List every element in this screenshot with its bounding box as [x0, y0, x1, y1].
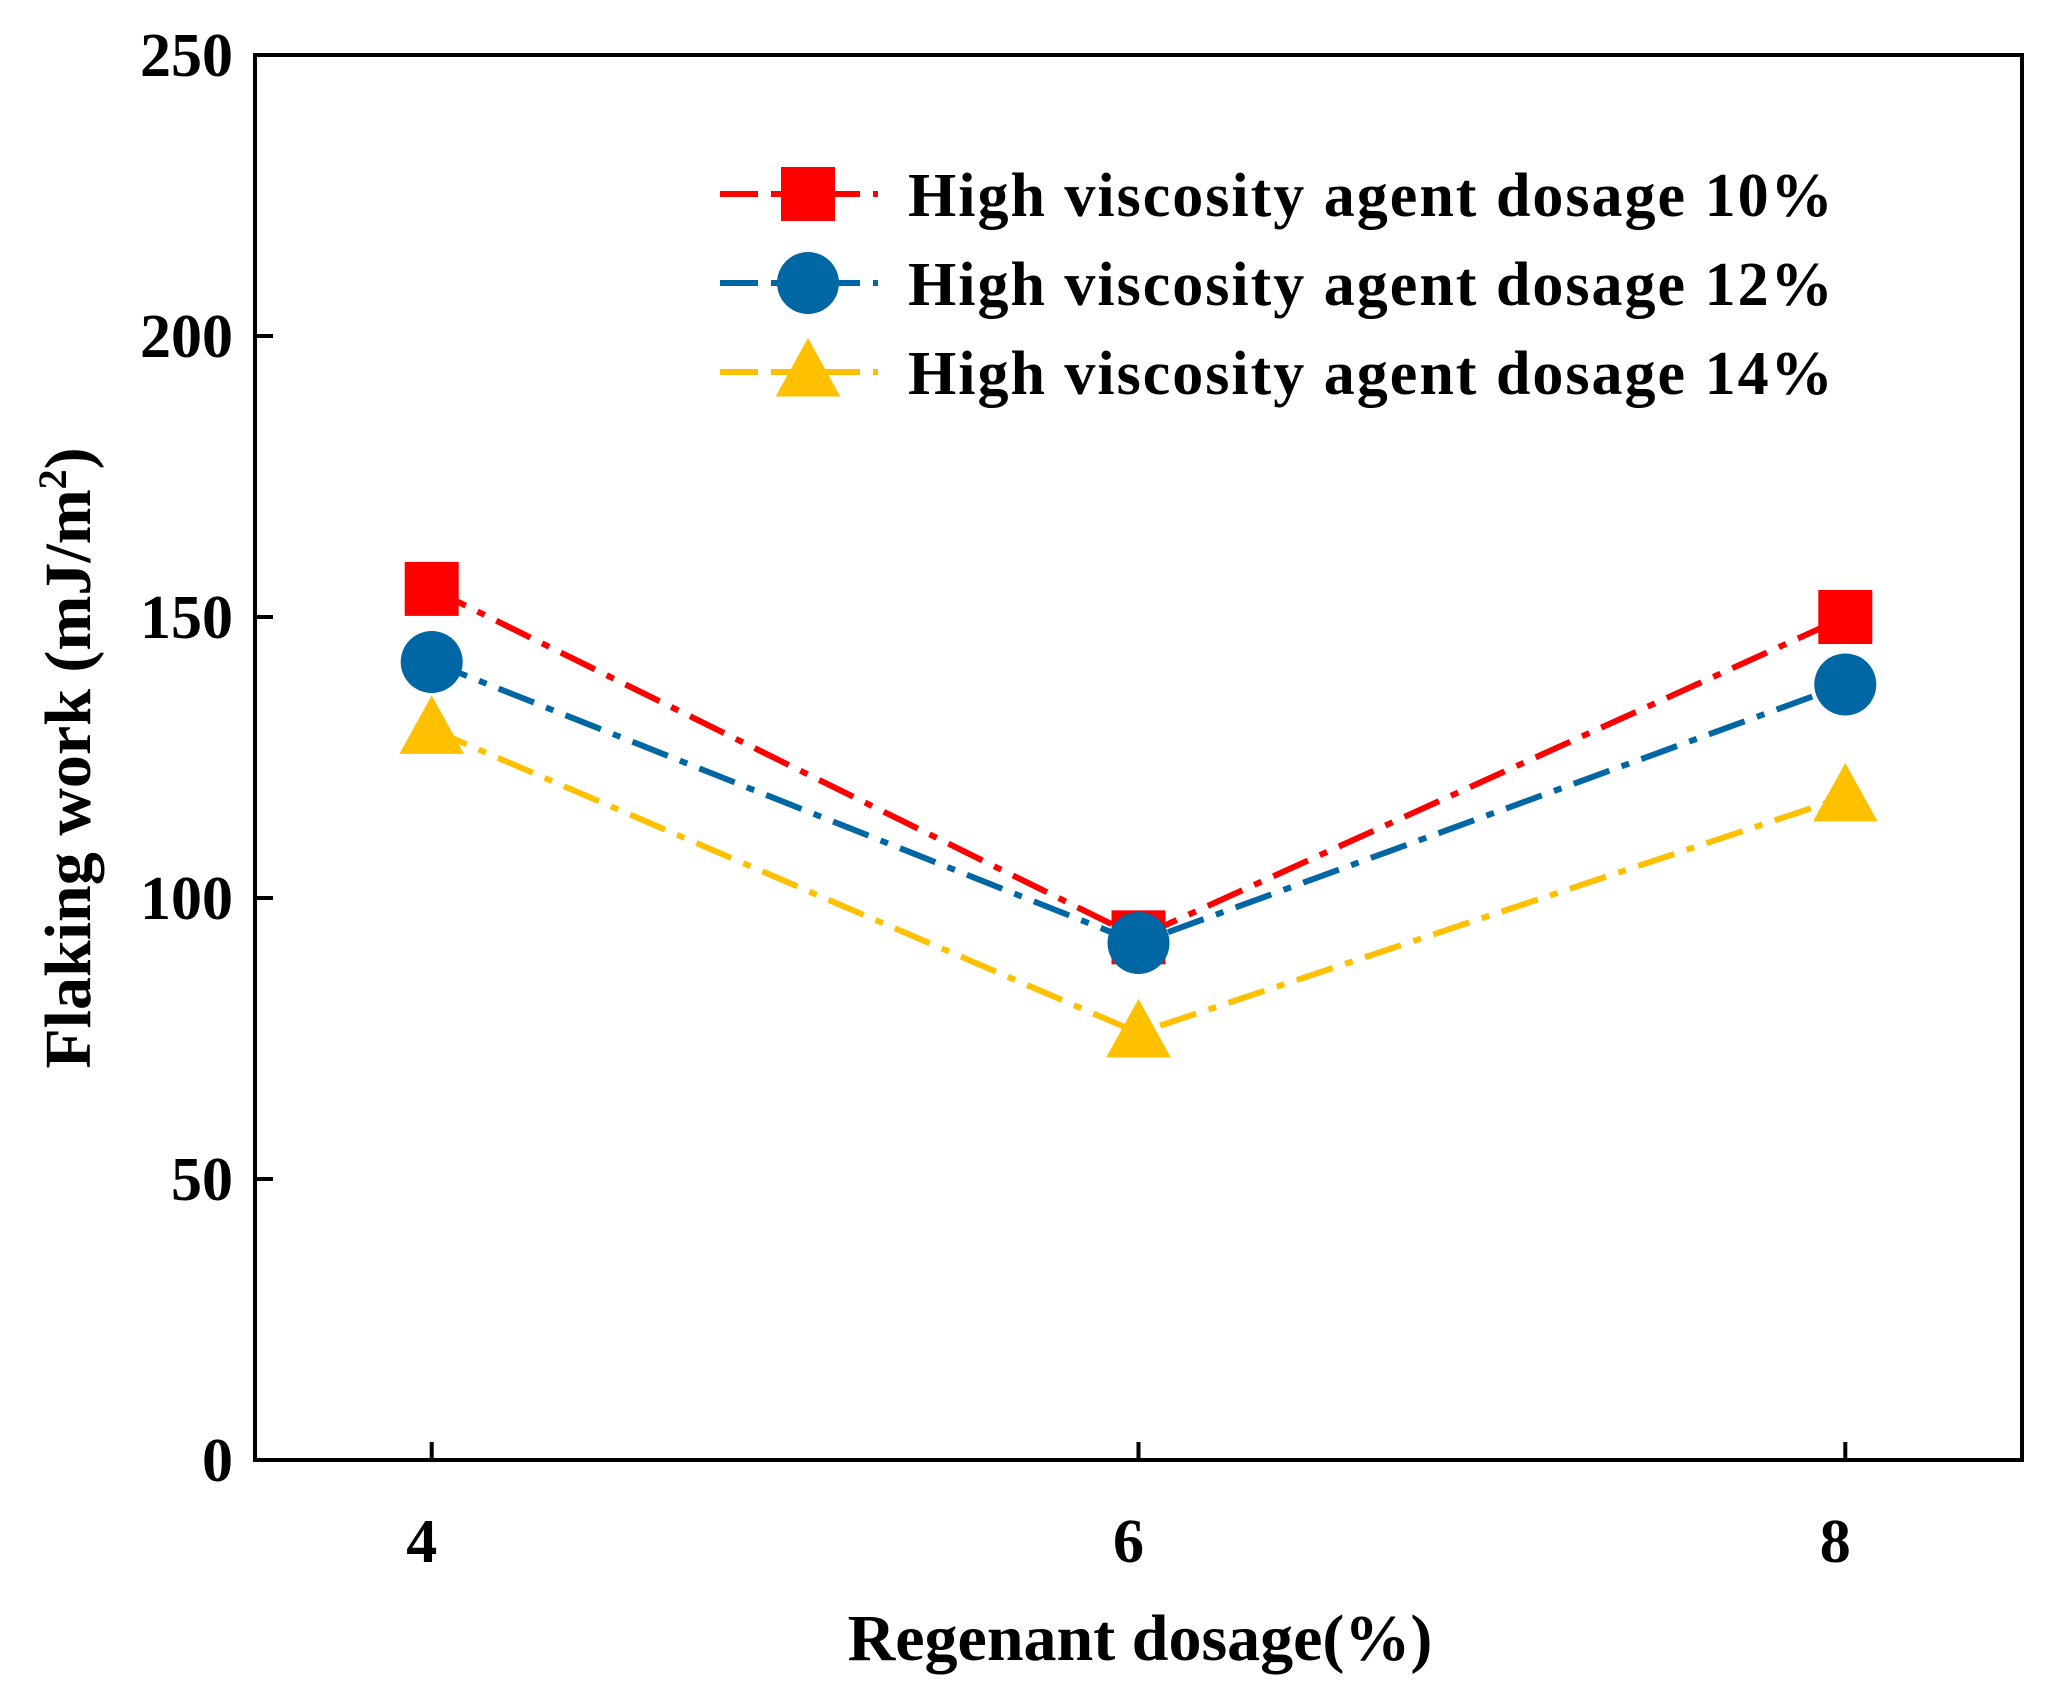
y-axis-title-main: Flaking work (mJ/m	[32, 489, 105, 1068]
series-line	[430, 726, 1847, 1037]
series-line	[430, 659, 1847, 947]
y-tick-label: 50	[171, 1146, 233, 1214]
y-tick-label: 250	[140, 22, 233, 90]
x-tick-label: 6	[1113, 1508, 1144, 1576]
data-point-square	[1818, 590, 1873, 644]
series-layer	[399, 561, 1878, 1058]
legend-marker-circle	[777, 252, 839, 314]
series-2	[400, 630, 1877, 974]
legend-item: High viscosity agent dosage 14%	[720, 338, 1835, 408]
data-point-circle	[1814, 653, 1877, 716]
y-axis-title-close: )	[32, 447, 105, 469]
legend-label: High viscosity agent dosage 12%	[908, 251, 1835, 319]
y-axis-title: Flaking work (mJ/m2)	[30, 447, 105, 1068]
data-point-square	[404, 561, 459, 616]
x-tick-label: 8	[1820, 1508, 1851, 1576]
data-point-triangle	[1106, 998, 1171, 1058]
data-point-circle	[400, 630, 463, 693]
y-tick-label: 100	[140, 865, 233, 933]
y-tick-label: 0	[202, 1427, 233, 1495]
x-axis-ticks: 4 6 8	[406, 1442, 1851, 1576]
series-line	[430, 586, 1847, 941]
data-point-circle	[1107, 911, 1170, 974]
data-point-triangle	[1813, 762, 1878, 822]
legend-marker-square	[781, 167, 835, 221]
x-tick-label: 4	[406, 1508, 437, 1576]
data-point-triangle	[399, 695, 464, 754]
legend: High viscosity agent dosage 10% High visc…	[720, 162, 1835, 408]
series-1	[404, 561, 1873, 965]
legend-marker-triangle	[775, 338, 841, 397]
y-axis-ticks: 0 50 100 150 200 250	[140, 22, 273, 1495]
y-tick-label: 200	[140, 303, 233, 371]
legend-item: High viscosity agent dosage 10%	[720, 162, 1835, 230]
legend-label: High viscosity agent dosage 14%	[908, 340, 1835, 408]
legend-label: High viscosity agent dosage 10%	[908, 162, 1835, 230]
series-3	[399, 695, 1878, 1058]
x-axis-title: Regenant dosage(%)	[848, 1602, 1433, 1675]
y-tick-label: 150	[140, 584, 233, 652]
legend-item: High viscosity agent dosage 12%	[720, 251, 1835, 319]
y-axis-title-superscript: 2	[30, 469, 75, 489]
